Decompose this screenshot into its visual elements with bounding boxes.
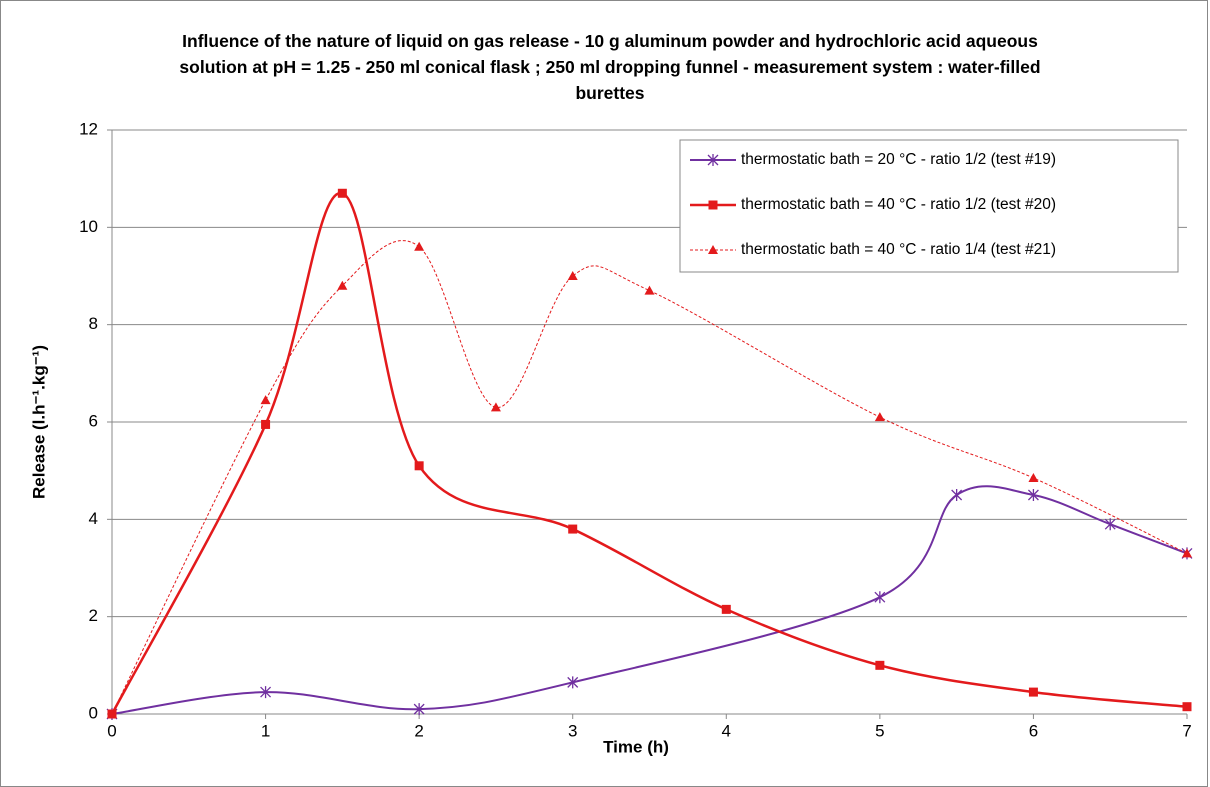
legend-marker (708, 245, 718, 254)
legend-marker (707, 154, 719, 166)
marker (414, 241, 425, 251)
marker (951, 489, 963, 501)
marker (107, 709, 117, 718)
x-tick-label: 4 (722, 721, 731, 740)
marker (413, 703, 425, 716)
marker (1182, 702, 1192, 712)
x-tick-label: 7 (1182, 721, 1191, 740)
legend-label: thermostatic bath = 40 °C - ratio 1/2 (t… (741, 196, 1056, 213)
marker (567, 271, 578, 280)
x-axis-label: Time (h) (603, 737, 669, 756)
marker (1104, 518, 1116, 531)
marker (874, 591, 886, 604)
marker (1027, 489, 1039, 501)
x-tick-label: 0 (107, 721, 116, 740)
marker (337, 280, 348, 290)
marker (567, 676, 579, 689)
legend-label: thermostatic bath = 20 °C - ratio 1/2 (t… (741, 151, 1056, 168)
marker (1028, 687, 1038, 697)
series-line (111, 485, 1188, 715)
chart-title: Influence of the nature of liquid on gas… (179, 31, 1041, 103)
marker (260, 686, 272, 699)
marker (1182, 548, 1192, 558)
x-tick-label: 1 (261, 721, 270, 740)
y-tick-label: 6 (89, 411, 98, 430)
legend-label: thermostatic bath = 40 °C - ratio 1/4 (t… (741, 241, 1056, 258)
x-tick-label: 6 (1029, 721, 1038, 740)
marker (875, 660, 885, 670)
x-tick-label: 5 (875, 721, 884, 740)
y-tick-label: 10 (79, 217, 98, 236)
legend-box (679, 139, 1179, 273)
legend-marker (708, 200, 718, 210)
marker (490, 402, 501, 412)
marker (1028, 472, 1039, 482)
x-tick-label: 2 (414, 721, 423, 740)
marker (337, 188, 347, 198)
series-line (110, 192, 1188, 715)
series-line (111, 240, 1188, 715)
x-tick-label: 3 (568, 721, 577, 740)
marker (261, 419, 271, 429)
y-tick-label: 8 (89, 314, 98, 333)
y-tick-label: 2 (89, 606, 98, 625)
marker (414, 461, 424, 471)
marker (568, 524, 578, 534)
marker (874, 412, 885, 422)
marker (644, 285, 655, 295)
marker (260, 395, 271, 405)
y-tick-label: 0 (89, 703, 98, 722)
y-tick-label: 4 (89, 509, 98, 528)
y-axis-label: Release (l.h⁻¹.kg⁻¹) (29, 345, 48, 499)
marker (721, 604, 731, 614)
y-tick-label: 12 (79, 119, 98, 138)
